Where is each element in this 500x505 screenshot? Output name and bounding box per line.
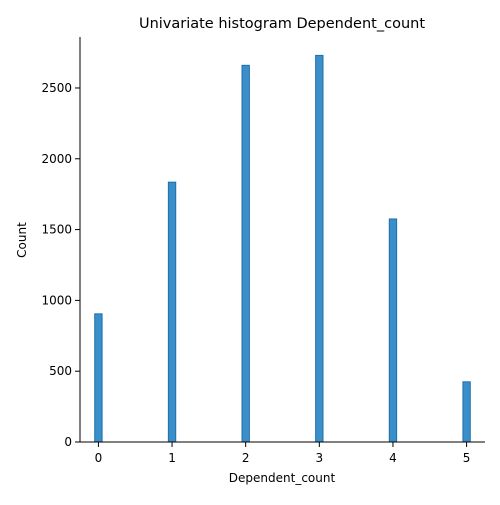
y-axis-title: Count: [15, 222, 29, 258]
x-tick-label: 1: [168, 451, 176, 465]
histogram-bar-1: [167, 181, 177, 443]
y-tick-label: 1000: [41, 293, 72, 307]
histogram-bar-2: [241, 64, 250, 443]
histogram-bar-0: [94, 313, 103, 443]
x-tick-label: 5: [463, 451, 471, 465]
x-ticks-group: 0 1 2 3 4 5: [95, 442, 471, 465]
x-tick-label: 3: [315, 451, 323, 465]
y-ticks-group: 0 500 1000 1500 2000 2500: [41, 81, 80, 449]
y-tick-label: 500: [49, 364, 72, 378]
x-tick-label: 4: [389, 451, 397, 465]
x-tick-label: 2: [242, 451, 250, 465]
histogram-bar-4: [388, 218, 398, 443]
histogram-bar-5: [462, 381, 471, 443]
chart-title: Univariate histogram Dependent_count: [139, 16, 425, 32]
histogram-bar-3: [315, 54, 324, 443]
y-tick-label: 0: [64, 435, 72, 449]
bars-group: [94, 54, 471, 443]
y-tick-label: 2000: [41, 152, 72, 166]
y-tick-label: 1500: [41, 223, 72, 237]
x-axis-title: Dependent_count: [229, 471, 336, 485]
y-tick-label: 2500: [41, 81, 72, 95]
x-tick-label: 0: [95, 451, 103, 465]
